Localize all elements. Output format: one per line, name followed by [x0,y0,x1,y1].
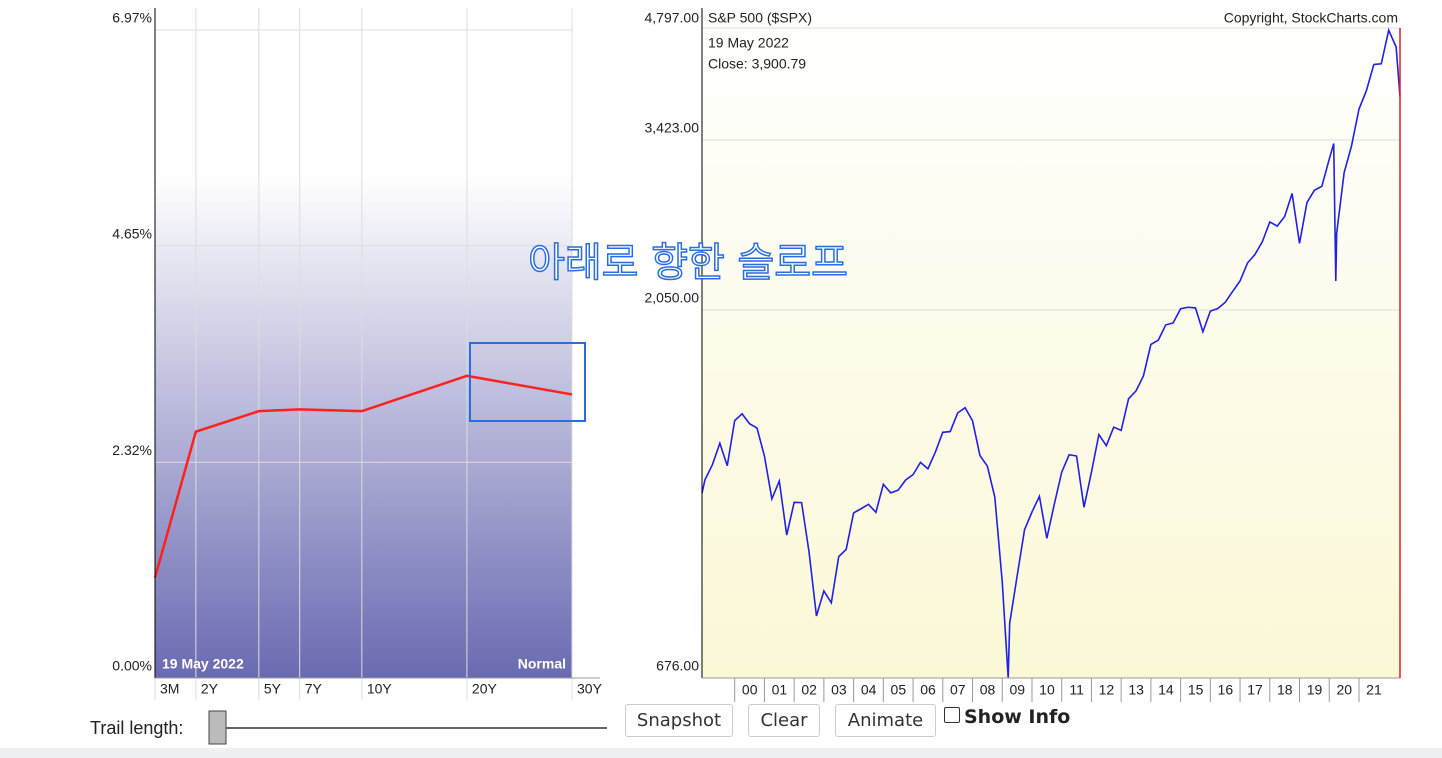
x-tick-label: 10 [1039,682,1055,698]
x-tick-label: 06 [920,682,936,698]
x-tick-label: 19 [1307,682,1323,698]
x-tick-label: 11 [1069,682,1084,698]
x-tick-label: 09 [1009,682,1025,698]
x-tick-label: 10Y [367,681,393,697]
animate-button[interactable]: Animate [835,704,936,737]
price-line [701,27,1401,679]
slider-thumb[interactable] [208,710,227,745]
checkbox[interactable] [944,707,960,723]
x-tick-label: 01 [772,682,788,698]
x-tick-label: 08 [980,682,996,698]
x-tick-label: 07 [950,682,966,698]
x-tick-label: 16 [1218,682,1234,698]
date-label: 19 May 2022 [708,35,789,51]
bottom-strip [0,748,1442,758]
x-tick-label: 15 [1188,682,1204,698]
curve-label: Normal [518,656,566,672]
y-tick-label: 0.00% [112,658,152,674]
copyright: Copyright, StockCharts.com [1224,10,1398,26]
y-tick-label: 3,423.00 [645,120,700,136]
x-tick-label: 5Y [264,681,282,697]
x-tick-label: 12 [1099,682,1115,698]
snapshot-button[interactable]: Snapshot [625,704,733,737]
yield-curve [153,374,573,578]
highlight-box [469,342,586,422]
close-label: Close: 3,900.79 [708,56,806,72]
y-tick-label: 4,797.00 [645,10,700,26]
x-tick-label: 3M [160,681,179,697]
x-tick-label: 03 [831,682,847,698]
x-tick-label: 05 [891,682,907,698]
x-tick-label: 14 [1158,682,1174,698]
y-tick-label: 676.00 [656,658,699,674]
clear-button[interactable]: Clear [748,704,820,737]
x-tick-label: 7Y [305,681,323,697]
x-tick-label: 21 [1366,682,1382,698]
x-tick-label: 04 [861,682,877,698]
chart-title: S&P 500 ($SPX) [708,10,812,26]
x-tick-label: 2Y [201,681,219,697]
date-label: 19 May 2022 [162,656,244,672]
trail-label: Trail length: [90,718,183,738]
checkbox-label: Show Info [964,706,1071,728]
y-tick-label: 4.65% [112,225,152,241]
x-tick-label: 00 [742,682,758,698]
annotation: 아래로 향한 슬로프 [528,240,848,286]
x-tick-label: 20Y [472,681,498,697]
x-tick-label: 02 [801,682,817,698]
y-tick-label: 2.32% [112,442,152,458]
x-tick-label: 13 [1128,682,1144,698]
spx-plot-bg [702,8,1400,678]
y-tick-label: 2,050.00 [645,290,700,306]
y-tick-label: 6.97% [112,10,152,26]
x-tick-label: 18 [1277,682,1293,698]
x-tick-label: 17 [1247,682,1263,698]
x-tick-label: 30Y [577,681,603,697]
x-tick-label: 20 [1336,682,1352,698]
